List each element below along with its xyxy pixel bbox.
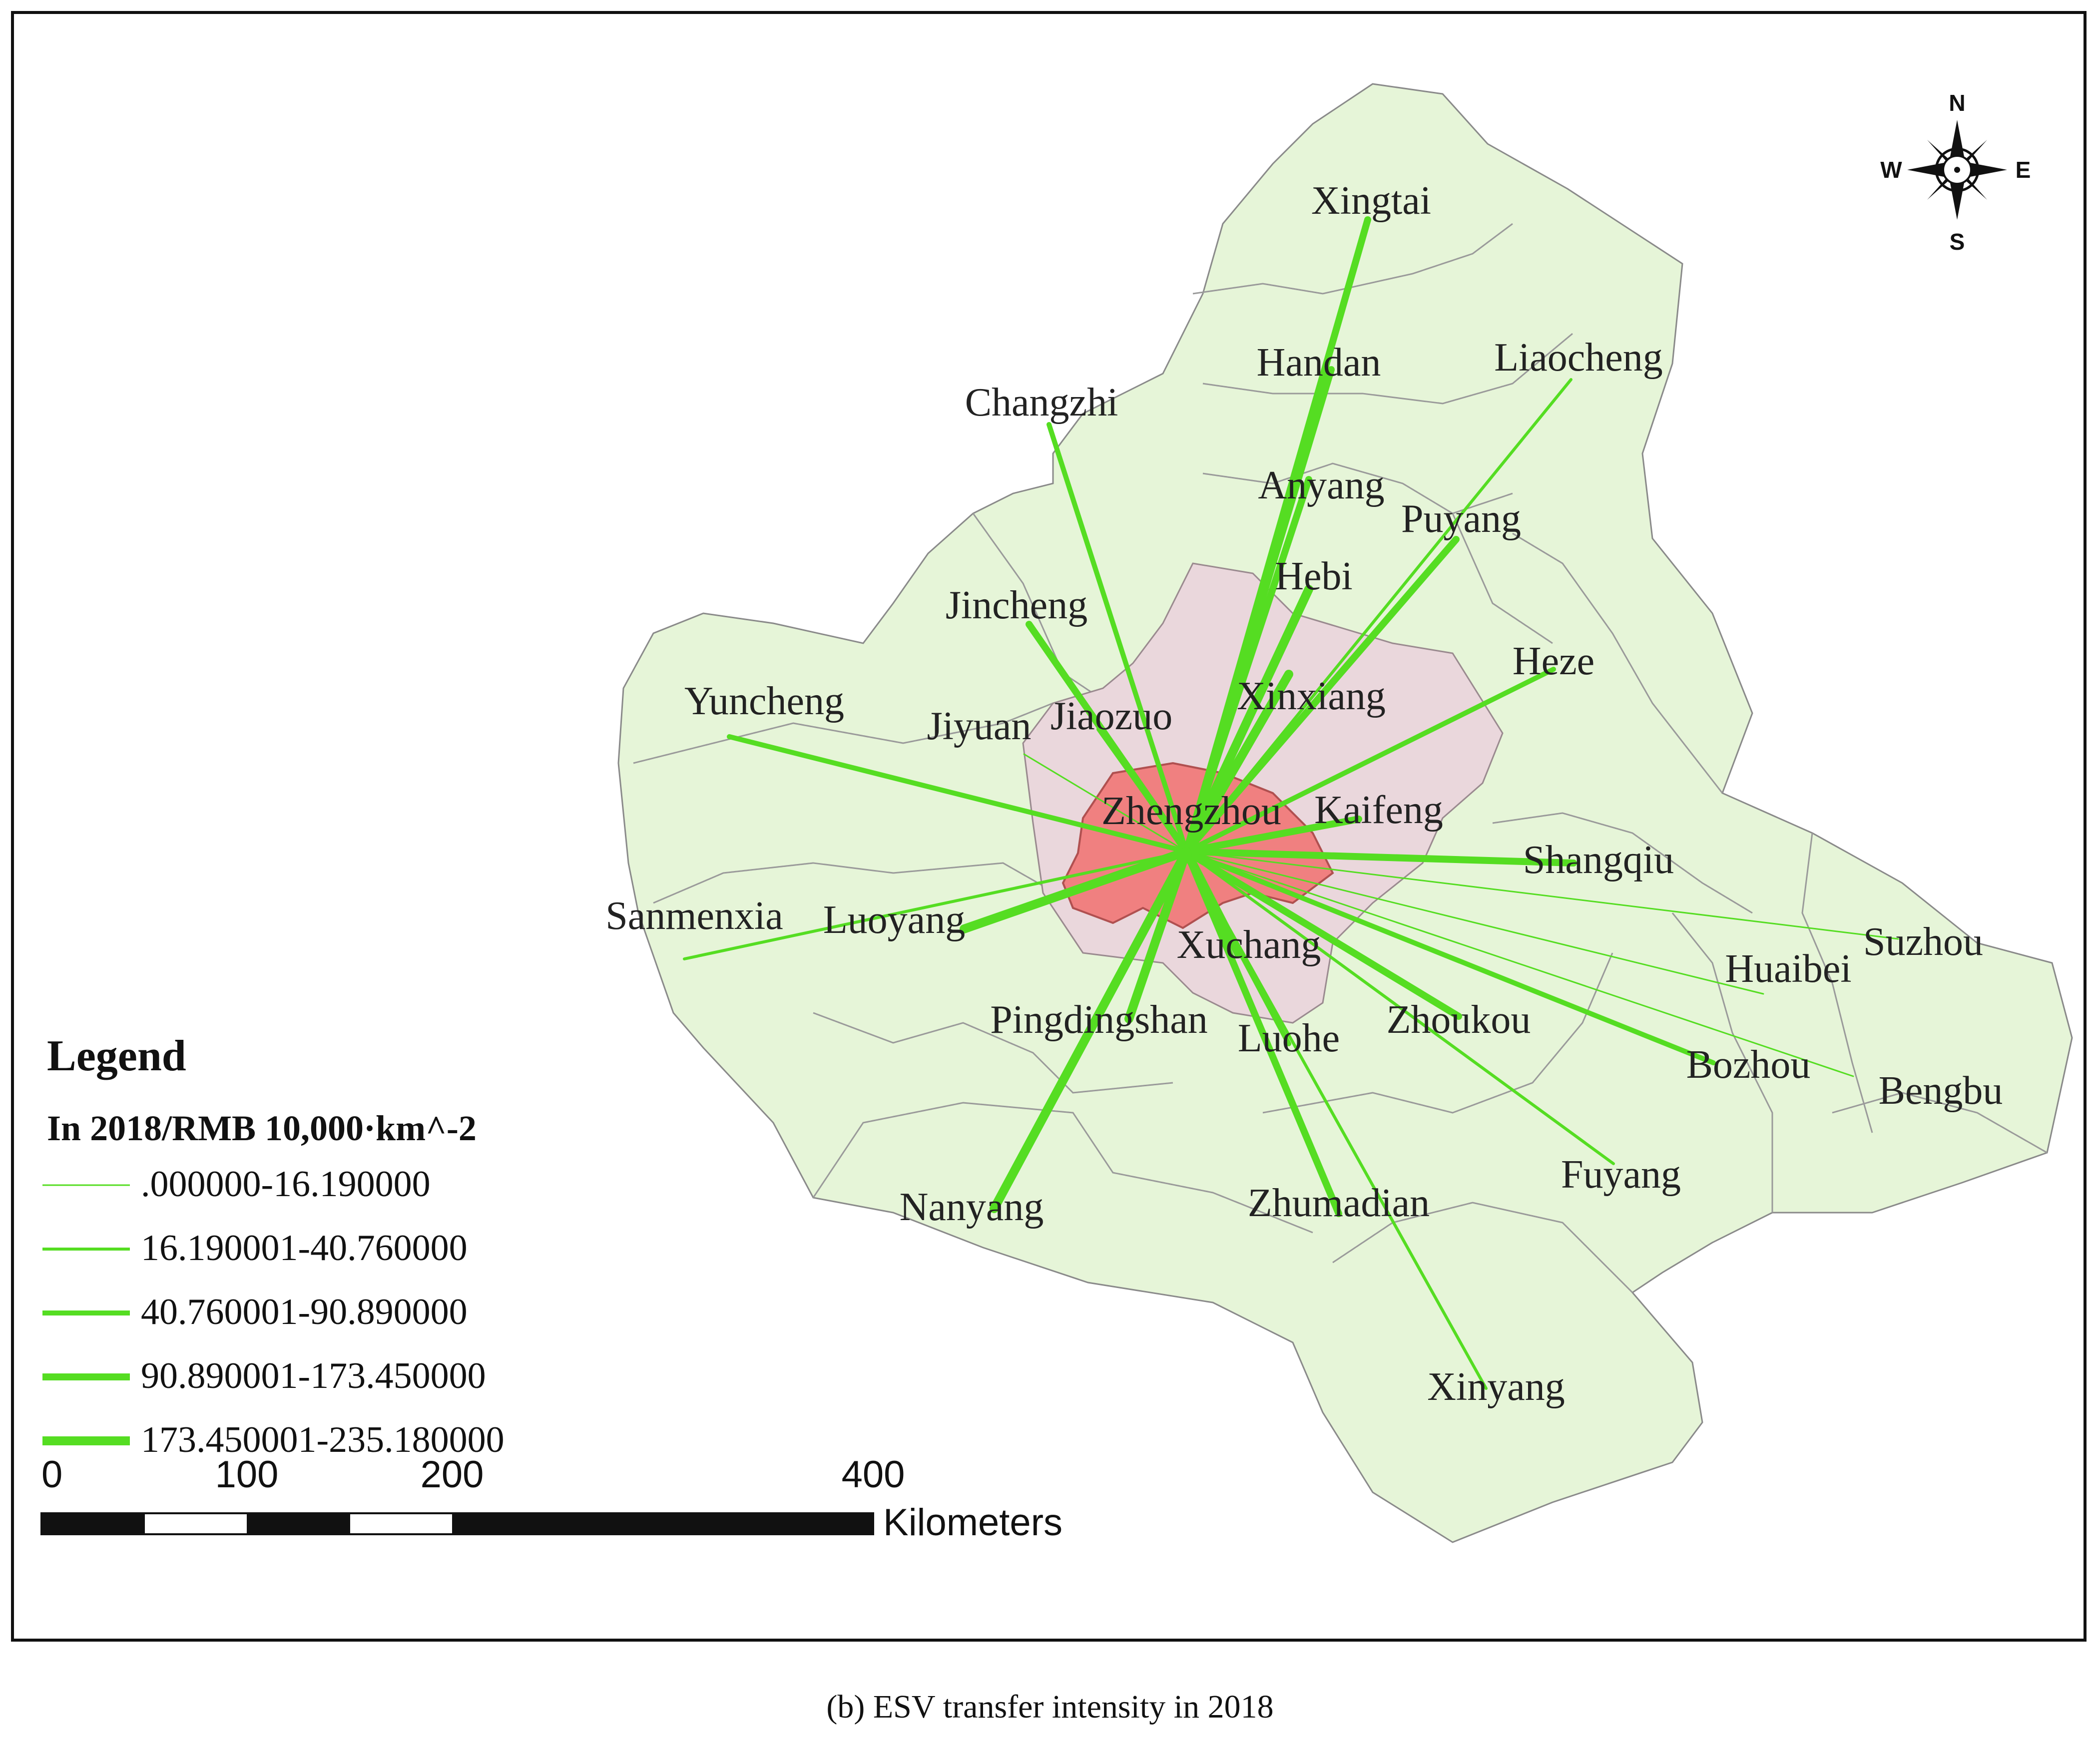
city-label-jiaozuo: Jiaozuo bbox=[1050, 694, 1172, 738]
flow-line-nanyang bbox=[990, 847, 1191, 1213]
flow-line-zhoukou bbox=[1183, 848, 1462, 1020]
compass-east: E bbox=[2016, 157, 2031, 183]
city-label-zhengzhou: Zhengzhou bbox=[1101, 789, 1281, 833]
city-label-sanmenxia: Sanmenxia bbox=[605, 894, 783, 938]
flow-line-bozhou bbox=[1184, 849, 1716, 1065]
city-label-kaifeng: Kaifeng bbox=[1314, 788, 1443, 832]
city-boundaries bbox=[633, 223, 2048, 1294]
flow-line-bengbu bbox=[1185, 851, 1854, 1077]
city-label-xinxiang: Xinxiang bbox=[1237, 674, 1386, 718]
legend-title: Legend bbox=[47, 1032, 186, 1080]
legend-label-class-2: 16.190001-40.760000 bbox=[141, 1228, 468, 1269]
city-label-jiyuan: Jiyuan bbox=[927, 704, 1032, 748]
flow-line-shangqiu bbox=[1183, 848, 1577, 867]
flow-line-yuncheng bbox=[727, 734, 1189, 854]
city-label-luohe: Luohe bbox=[1238, 1016, 1340, 1060]
north-arrow-compass: N S E W bbox=[1880, 90, 2031, 255]
city-label-fuyang: Fuyang bbox=[1561, 1153, 1681, 1197]
city-label-xingtai: Xingtai bbox=[1311, 179, 1431, 223]
city-label-pingdingshan: Pingdingshan bbox=[990, 998, 1208, 1042]
flow-line-huaibei bbox=[1185, 851, 1764, 995]
flow-line-jiyuan bbox=[1023, 753, 1187, 853]
flow-line-puyang bbox=[1183, 536, 1460, 855]
flow-line-fuyang bbox=[1185, 850, 1615, 1165]
city-label-jincheng: Jincheng bbox=[946, 583, 1087, 627]
city-label-xuchang: Xuchang bbox=[1177, 923, 1321, 967]
compass-north: N bbox=[1949, 90, 1965, 116]
scale-tick-200: 200 bbox=[421, 1453, 484, 1496]
scale-tick-0: 0 bbox=[41, 1453, 62, 1496]
flow-line-zhumadian bbox=[1183, 848, 1342, 1217]
city-label-suzhou: Suzhou bbox=[1863, 920, 1983, 964]
city-label-bozhou: Bozhou bbox=[1686, 1043, 1811, 1087]
flow-lines bbox=[683, 216, 1899, 1390]
compass-south: S bbox=[1950, 229, 1965, 255]
legend: Legend In 2018/RMB 10,000·km^-2 .000000-… bbox=[42, 1032, 505, 1460]
flow-line-changzhi bbox=[1047, 422, 1189, 854]
flow-line-suzhou bbox=[1185, 851, 1899, 940]
city-label-liaocheng: Liaocheng bbox=[1494, 336, 1663, 380]
figure-caption: (b) ESV transfer intensity in 2018 bbox=[826, 1689, 1274, 1725]
scale-unit: Kilometers bbox=[883, 1501, 1062, 1544]
city-labels: Xingtai Handan Liaocheng Changzhi Anyang Puya… bbox=[605, 179, 2003, 1409]
city-label-hebi: Hebi bbox=[1275, 554, 1353, 598]
flow-line-xinyang bbox=[1185, 850, 1488, 1390]
city-label-xinyang: Xinyang bbox=[1427, 1365, 1565, 1409]
city-label-zhoukou: Zhoukou bbox=[1387, 998, 1531, 1042]
legend-label-class-4: 90.890001-173.450000 bbox=[141, 1355, 486, 1396]
scale-bar: 0 100 200 400 Kilometers bbox=[40, 1453, 1062, 1544]
city-label-bengbu: Bengbu bbox=[1879, 1069, 2003, 1113]
flow-line-anyang bbox=[1183, 476, 1312, 855]
city-label-yuncheng: Yuncheng bbox=[684, 679, 844, 723]
city-label-changzhi: Changzhi bbox=[965, 381, 1118, 425]
flow-line-kaifeng bbox=[1183, 816, 1362, 855]
scale-tick-400: 400 bbox=[842, 1453, 905, 1496]
city-label-zhumadian: Zhumadian bbox=[1248, 1181, 1430, 1225]
flow-line-heze bbox=[1184, 667, 1556, 854]
flow-line-luoyang bbox=[960, 847, 1191, 933]
city-label-puyang: Puyang bbox=[1401, 497, 1521, 541]
legend-label-class-3: 40.760001-90.890000 bbox=[141, 1292, 468, 1332]
city-label-luoyang: Luoyang bbox=[823, 898, 965, 942]
city-label-anyang: Anyang bbox=[1258, 463, 1384, 507]
map-canvas: Xingtai Handan Liaocheng Changzhi Anyang Puya… bbox=[40, 83, 2073, 1544]
city-label-shangqiu: Shangqiu bbox=[1523, 838, 1674, 882]
map-frame: Xingtai Handan Liaocheng Changzhi Anyang Puya… bbox=[11, 11, 2087, 1642]
city-label-huaibei: Huaibei bbox=[1725, 947, 1851, 991]
scale-tick-100: 100 bbox=[215, 1453, 279, 1496]
city-label-handan: Handan bbox=[1257, 341, 1381, 385]
compass-west: W bbox=[1880, 157, 1902, 183]
flow-line-xinxiang bbox=[1182, 670, 1293, 856]
legend-label-class-1: .000000-16.190000 bbox=[141, 1164, 431, 1205]
legend-label-class-5: 173.450001-235.180000 bbox=[141, 1419, 505, 1460]
flow-line-sanmenxia bbox=[683, 850, 1188, 960]
city-label-nanyang: Nanyang bbox=[900, 1185, 1044, 1229]
flow-line-pingdingshan bbox=[1124, 847, 1191, 1023]
legend-subtitle: In 2018/RMB 10,000·km^-2 bbox=[47, 1108, 477, 1148]
flow-line-jiaozuo bbox=[1096, 727, 1189, 854]
city-label-heze: Heze bbox=[1513, 639, 1594, 683]
